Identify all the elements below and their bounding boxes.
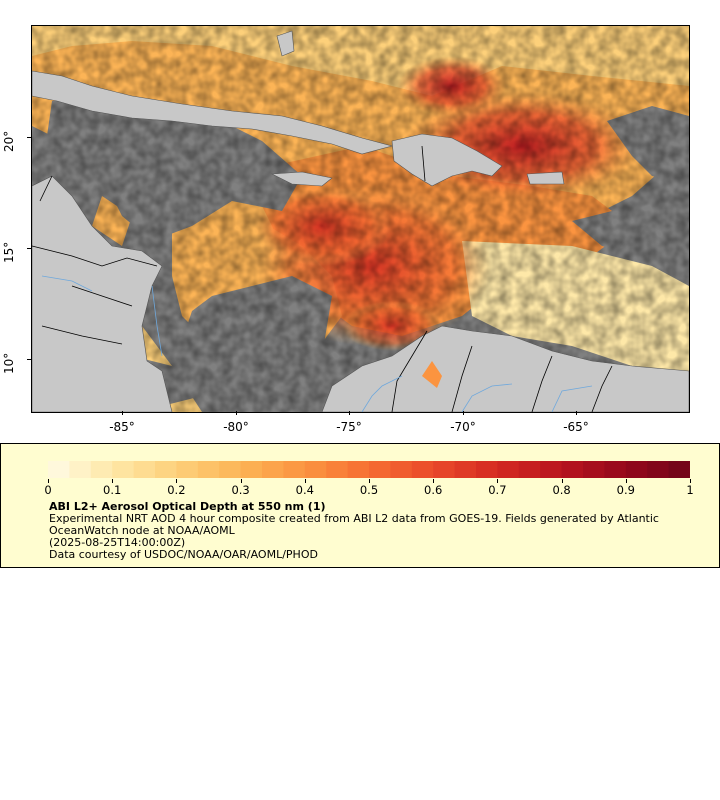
colorbar-segment bbox=[497, 461, 520, 478]
colorbar-segment bbox=[90, 461, 113, 478]
puerto-rico bbox=[526, 171, 565, 185]
south-america bbox=[321, 325, 689, 412]
colorbar-tick-label: 0.1 bbox=[103, 483, 122, 497]
colorbar-segment bbox=[48, 461, 70, 478]
legend-title: ABI L2+ Aerosol Optical Depth at 550 nm … bbox=[49, 500, 326, 513]
colorbar-segment bbox=[604, 461, 627, 478]
colorbar-segment bbox=[133, 461, 156, 478]
colorbar-tick-mark bbox=[304, 479, 306, 483]
colorbar-tick-label: 0.3 bbox=[231, 483, 250, 497]
colorbar-segment bbox=[411, 461, 434, 478]
colorbar-segment bbox=[668, 461, 690, 478]
colorbar-segment bbox=[369, 461, 391, 478]
colorbar-segment bbox=[518, 461, 541, 478]
x-tick-label: -80° bbox=[223, 420, 249, 434]
colorbar-tick-mark bbox=[433, 479, 435, 483]
colorbar-tick-label: 0.6 bbox=[424, 483, 443, 497]
legend-panel: 0 0.1 0.2 0.3 0.4 0.5 0.6 0.7 0.8 0.9 1 ABI L2+ Ae… bbox=[0, 443, 720, 568]
colorbar-segment bbox=[647, 461, 670, 478]
x-tick-mark bbox=[349, 411, 350, 415]
colorbar-tick-label: 0.4 bbox=[295, 483, 314, 497]
x-tick-mark bbox=[122, 411, 123, 415]
colorbar-segment bbox=[155, 461, 177, 478]
colorbar-segment bbox=[240, 461, 263, 478]
colorbar-segment bbox=[625, 461, 648, 478]
colorbar-segment bbox=[561, 461, 584, 478]
colorbar-tick-label: 1 bbox=[686, 483, 694, 497]
colorbar-segment bbox=[347, 461, 370, 478]
y-tick-mark bbox=[27, 137, 31, 138]
colorbar-tick-mark bbox=[369, 479, 370, 483]
colorbar-tick-mark bbox=[240, 479, 242, 483]
colorbar-segment bbox=[476, 461, 498, 478]
map-graphic bbox=[32, 26, 689, 412]
legend-text: ABI L2+ Aerosol Optical Depth at 550 nm … bbox=[49, 501, 689, 561]
colorbar-segment bbox=[390, 461, 413, 478]
colorbar-tick-mark bbox=[690, 479, 691, 483]
x-tick-label: -75° bbox=[336, 420, 362, 434]
legend-description: Experimental NRT AOD 4 hour composite cr… bbox=[49, 512, 659, 537]
land-masses bbox=[32, 30, 689, 412]
central-america bbox=[32, 175, 173, 412]
colorbar-segment bbox=[219, 461, 242, 478]
hispaniola bbox=[391, 133, 503, 187]
y-tick-label: 20° bbox=[2, 130, 16, 152]
aerosol-map bbox=[31, 25, 690, 413]
x-tick-mark bbox=[463, 411, 464, 415]
colorbar-tick-mark bbox=[48, 479, 49, 483]
colorbar-tick-label: 0 bbox=[44, 483, 52, 497]
y-tick-mark bbox=[27, 359, 31, 360]
colorbar-tick-label: 0.9 bbox=[616, 483, 635, 497]
colorbar-segment bbox=[326, 461, 349, 478]
colorbar-tick-label: 0.7 bbox=[488, 483, 507, 497]
colorbar-segment bbox=[112, 461, 135, 478]
colorbar-tick-mark bbox=[497, 479, 499, 483]
y-tick-label: 10° bbox=[2, 352, 16, 374]
colorbar-segment bbox=[69, 461, 92, 478]
colorbar-tick-mark bbox=[561, 479, 563, 483]
x-tick-label: -85° bbox=[109, 420, 135, 434]
colorbar-tick-mark bbox=[112, 479, 114, 483]
colorbar-segment bbox=[540, 461, 563, 478]
colorbar-tick-mark bbox=[176, 479, 178, 483]
colorbar-segment bbox=[433, 461, 456, 478]
y-tick-label-wrapper: 10° bbox=[2, 344, 28, 384]
y-tick-label: 15° bbox=[2, 241, 16, 263]
colorbar-segment bbox=[197, 461, 220, 478]
colorbar-tick-label: 0.5 bbox=[359, 483, 379, 497]
x-tick-label: -70° bbox=[450, 420, 476, 434]
colorbar-segment bbox=[283, 461, 306, 478]
country-borders bbox=[32, 145, 613, 412]
colorbar-segment bbox=[454, 461, 477, 478]
x-tick-mark bbox=[236, 411, 237, 415]
y-tick-label-wrapper: 20° bbox=[2, 122, 28, 162]
colorbar-segment bbox=[583, 461, 605, 478]
legend-timestamp: (2025-08-25T14:00:00Z) bbox=[49, 536, 186, 549]
colorbar-segment bbox=[176, 461, 199, 478]
rivers bbox=[41, 275, 593, 412]
cuba bbox=[32, 70, 394, 155]
colorbar-segment bbox=[262, 461, 284, 478]
y-tick-label-wrapper: 15° bbox=[2, 233, 28, 273]
legend-credit: Data courtesy of USDOC/NOAA/OAR/AOML/PHO… bbox=[49, 548, 318, 561]
jamaica bbox=[270, 171, 333, 187]
x-tick-mark bbox=[576, 411, 577, 415]
colorbar-tick-mark bbox=[625, 479, 627, 483]
colorbar bbox=[48, 461, 690, 478]
x-tick-label: -65° bbox=[563, 420, 589, 434]
colorbar-segment bbox=[304, 461, 327, 478]
colorbar-tick-label: 0.2 bbox=[167, 483, 186, 497]
y-tick-mark bbox=[27, 248, 31, 249]
colorbar-tick-label: 0.8 bbox=[552, 483, 571, 497]
